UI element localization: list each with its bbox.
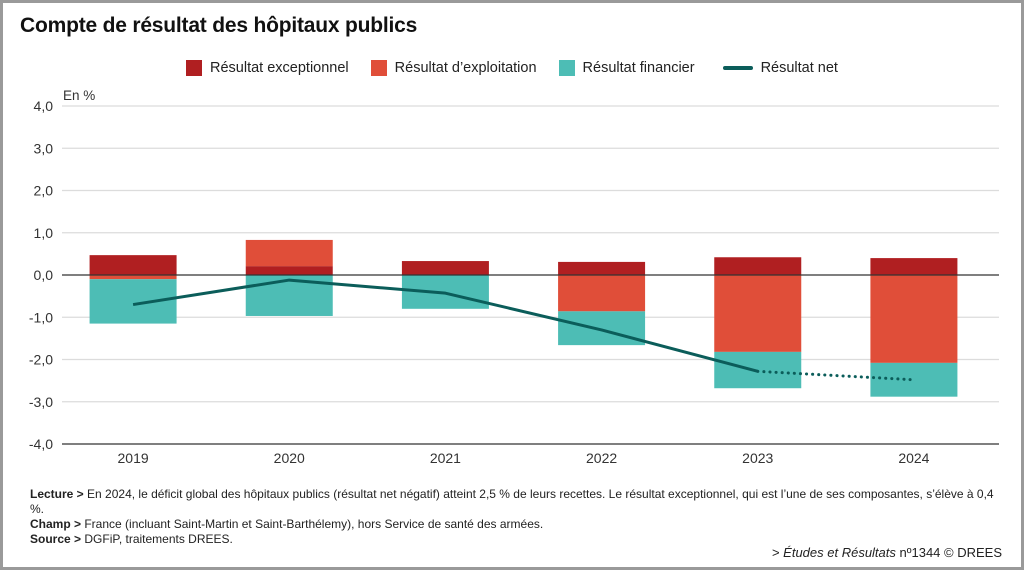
bar-segment-r-sultat-d-exploitation-2019 <box>89 275 177 280</box>
bar-segment-r-sultat-d-exploitation-2023 <box>714 275 802 352</box>
legend-swatch-financier <box>558 60 575 76</box>
note-champ-text: France (incluant Saint-Martin et Saint-B… <box>81 517 544 531</box>
note-source-text: DGFiP, traitements DREES. <box>81 532 233 546</box>
bar-segment-r-sultat-financier-2024 <box>870 362 958 397</box>
bar-segment-r-sultat-exceptionnel-2020 <box>245 266 333 275</box>
y-tick-label: -4,0 <box>29 436 53 452</box>
bar-segment-r-sultat-exceptionnel-2023 <box>714 257 802 275</box>
credit-suffix: nº1344 © DREES <box>895 545 1003 560</box>
y-tick-label: 4,0 <box>34 98 54 114</box>
net-result-line <box>132 278 759 373</box>
bar-segment-r-sultat-d-exploitation-2022 <box>558 275 646 312</box>
legend-label: Résultat d’exploitation <box>394 60 537 76</box>
y-tick-label: -1,0 <box>29 309 53 325</box>
note-lecture: Lecture > En 2024, le déficit global des… <box>30 487 1000 517</box>
y-axis-unit-label: En % <box>63 88 96 103</box>
x-tick-label: 2021 <box>430 450 461 466</box>
credit-publication: Études et Résultats <box>783 545 896 560</box>
net-result-line-provisional <box>756 369 916 382</box>
legend-swatch-exceptionnel <box>186 60 203 76</box>
chart-title: Compte de résultat des hôpitaux publics <box>20 14 418 37</box>
y-tick-label: -2,0 <box>29 352 53 368</box>
legend-line-net <box>722 66 753 70</box>
credit-prefix: > <box>771 545 784 560</box>
chart-legend: Résultat exceptionnel Résultat d’exploit… <box>0 60 1024 76</box>
legend-item-net: Résultat net <box>722 60 838 76</box>
y-tick-label: -3,0 <box>29 394 53 410</box>
y-tick-label: 1,0 <box>34 225 54 241</box>
y-tick-label: 2,0 <box>34 183 54 199</box>
publication-credit: > Études et Résultats nº1344 © DREES <box>772 545 1002 560</box>
bar-segment-r-sultat-exceptionnel-2024 <box>870 258 958 275</box>
bar-segment-r-sultat-exceptionnel-2019 <box>89 255 177 275</box>
legend-label: Résultat exceptionnel <box>210 60 349 76</box>
y-tick-label: 0,0 <box>34 267 54 283</box>
x-tick-label: 2019 <box>118 450 149 466</box>
bar-segment-r-sultat-financier-2022 <box>558 311 646 346</box>
legend-item-exceptionnel: Résultat exceptionnel <box>186 60 349 76</box>
legend-item-exploitation: Résultat d’exploitation <box>370 60 537 76</box>
note-champ-label: Champ > <box>30 517 82 531</box>
note-lecture-label: Lecture > <box>30 487 84 501</box>
bar-segment-r-sultat-exceptionnel-2021 <box>401 261 489 275</box>
note-champ: Champ > France (incluant Saint-Martin et… <box>30 517 1000 532</box>
x-tick-label: 2023 <box>742 450 773 466</box>
chart-notes: Lecture > En 2024, le déficit global des… <box>30 487 1000 547</box>
note-source: Source > DGFiP, traitements DREES. <box>30 532 1000 547</box>
note-source-label: Source > <box>30 532 82 546</box>
x-tick-label: 2024 <box>898 450 929 466</box>
bar-segment-r-sultat-exceptionnel-2022 <box>558 261 646 275</box>
legend-item-financier: Résultat financier <box>558 60 695 76</box>
y-tick-label: 3,0 <box>34 140 54 156</box>
bar-segment-r-sultat-d-exploitation-2024 <box>870 275 958 363</box>
legend-swatch-exploitation <box>370 60 387 76</box>
note-lecture-text: En 2024, le déficit global des hôpitaux … <box>30 487 994 516</box>
legend-label: Résultat financier <box>582 60 695 76</box>
x-tick-label: 2022 <box>586 450 617 466</box>
x-tick-label: 2020 <box>274 450 305 466</box>
bar-segment-r-sultat-financier-2019 <box>89 279 177 324</box>
legend-label: Résultat net <box>760 60 838 76</box>
bar-segment-r-sultat-d-exploitation-2020 <box>245 239 333 267</box>
